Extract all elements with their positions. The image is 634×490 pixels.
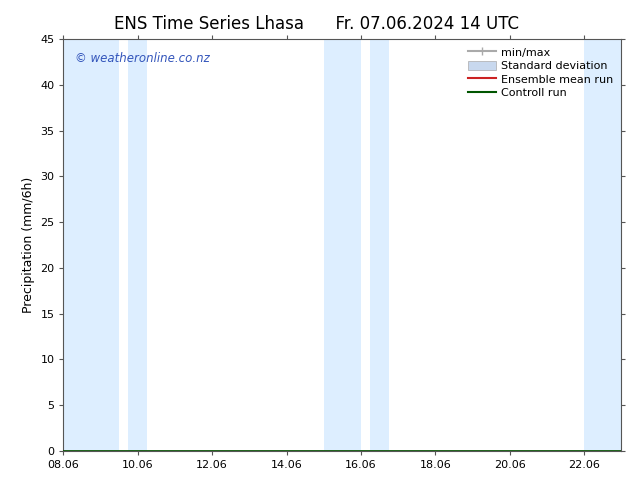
Bar [324, 39, 361, 451]
Bar [63, 39, 119, 451]
Text: © weatheronline.co.nz: © weatheronline.co.nz [75, 51, 209, 65]
Bar [129, 39, 147, 451]
Legend: min/max, Standard deviation, Ensemble mean run, Controll run: min/max, Standard deviation, Ensemble me… [466, 45, 616, 100]
Text: ENS Time Series Lhasa      Fr. 07.06.2024 14 UTC: ENS Time Series Lhasa Fr. 07.06.2024 14 … [115, 15, 519, 33]
Bar [370, 39, 389, 451]
Bar [584, 39, 621, 451]
Y-axis label: Precipitation (mm/6h): Precipitation (mm/6h) [22, 177, 35, 313]
